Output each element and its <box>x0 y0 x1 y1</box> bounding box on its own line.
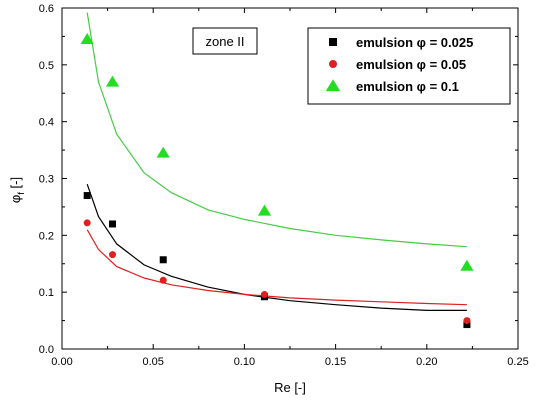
y-tick-label: 0.2 <box>39 230 54 242</box>
data-points <box>80 33 474 329</box>
zone-annotation-box <box>192 27 258 55</box>
legend-marker-series-2 <box>329 60 337 68</box>
data-point-series-2 <box>260 290 268 298</box>
y-tick-label: 0.1 <box>39 287 54 299</box>
y-tick-label: 0.5 <box>39 60 54 72</box>
legend-label-series-2: emulsion φ = 0.05 <box>356 57 466 72</box>
x-tick-label: 0.15 <box>325 356 346 368</box>
y-axis-title-sub: f <box>16 192 26 195</box>
zone-annotation: zone II <box>205 34 244 49</box>
legend-label-series-3: emulsion φ = 0.1 <box>356 79 459 94</box>
data-point-series-3 <box>460 259 474 271</box>
x-tick-label: 0.25 <box>507 356 528 368</box>
legend: emulsion φ = 0.025 emulsion φ = 0.05 emuls… <box>307 27 511 105</box>
data-point-series-3 <box>80 33 94 44</box>
data-point-series-2 <box>83 219 91 227</box>
y-tick-label: 0.0 <box>39 344 54 356</box>
x-tick-label: 0.05 <box>142 356 163 368</box>
legend-marker-series-1 <box>329 38 337 46</box>
x-tick-label: 0.10 <box>234 356 255 368</box>
axis-ticks: 0.00 0.05 0.10 0.15 0.20 0.25 0.0 0.1 0.2 0.3 0.4 0… <box>39 3 529 368</box>
y-tick-label: 0.4 <box>39 117 54 129</box>
y-axis-title-main: φ <box>8 195 23 203</box>
data-point-series-1 <box>463 321 471 329</box>
data-point-series-2 <box>463 317 471 325</box>
x-tick-label: 0.00 <box>51 356 72 368</box>
y-axis-title-unit: [-] <box>8 177 23 192</box>
legend-box <box>307 27 511 105</box>
fit-curves <box>86 12 467 311</box>
x-tick-label: 0.20 <box>416 356 437 368</box>
data-point-series-3 <box>257 204 272 216</box>
fit-curve-series-2 <box>86 229 467 306</box>
y-axis-title: φf [-] <box>8 177 26 203</box>
fit-curve-series-1 <box>86 184 467 311</box>
x-axis-title: Re [-] <box>274 380 306 395</box>
data-point-series-3 <box>105 75 120 87</box>
legend-marker-series-3 <box>325 79 341 92</box>
y-tick-label: 0.6 <box>39 3 54 15</box>
fit-curve-series-3 <box>86 12 467 248</box>
data-point-series-1 <box>83 192 91 200</box>
legend-label-series-1: emulsion φ = 0.025 <box>356 35 473 50</box>
data-point-series-1 <box>159 256 167 264</box>
y-tick-label: 0.3 <box>39 174 54 186</box>
data-point-series-2 <box>109 251 117 259</box>
data-point-series-3 <box>156 146 170 158</box>
data-point-series-2 <box>159 276 167 284</box>
data-point-series-1 <box>109 220 117 228</box>
